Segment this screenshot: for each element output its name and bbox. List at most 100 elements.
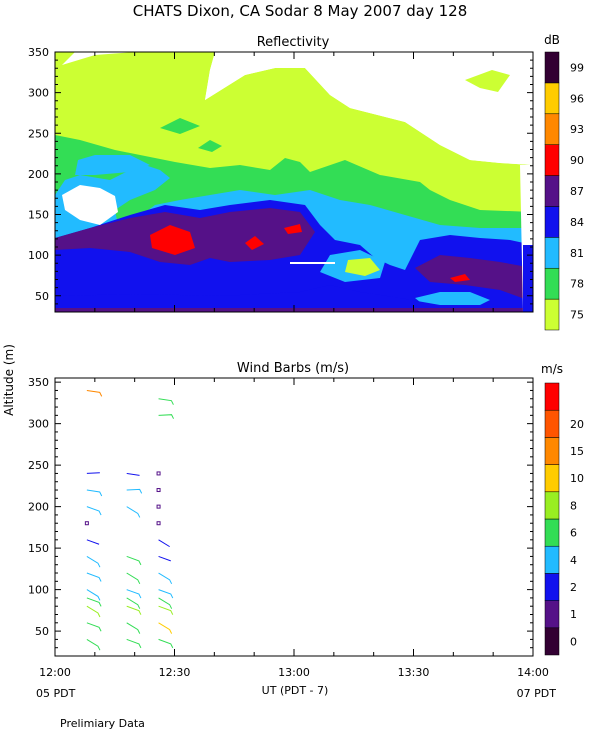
colorbar-label: 87 [570, 185, 584, 198]
wind-barb [126, 572, 141, 585]
y-tick-label: 200 [28, 168, 49, 181]
reflectivity-contours [55, 52, 533, 312]
y-tick-label: 50 [35, 625, 49, 638]
colorbar-swatch [544, 382, 560, 411]
wind-barb [86, 389, 103, 397]
colorbar-label: 99 [570, 61, 584, 74]
x-start-label: 05 PDT [36, 687, 76, 700]
colorbar-swatch [544, 175, 560, 207]
colorbar-unit: m/s [541, 362, 563, 376]
wind-barb-marks [84, 389, 174, 651]
wind-barb [158, 622, 173, 634]
reflectivity-x-ticks [54, 52, 534, 312]
empty-region-left [62, 185, 118, 225]
y-tick-label: 250 [28, 459, 49, 472]
colorbar-swatch [544, 144, 560, 176]
wind-barb [126, 597, 141, 609]
colorbar-label: 81 [570, 247, 584, 260]
colorbar-label: 93 [570, 123, 584, 136]
colorbar-label: 6 [570, 527, 577, 540]
colorbar-label: 2 [570, 581, 577, 594]
wind-barb [158, 398, 174, 405]
colorbar-swatch [544, 573, 560, 601]
reflectivity-title: Reflectivity [257, 35, 330, 50]
colorbar-swatch [544, 600, 560, 629]
colorbar-swatch [544, 518, 560, 547]
colorbar-label: 8 [570, 499, 577, 512]
wind-barb [156, 504, 161, 509]
wind-barb [156, 521, 161, 526]
colorbar-swatch [544, 51, 560, 84]
x-tick-label: 14:00 [517, 666, 549, 679]
colorbar-swatch [544, 267, 560, 300]
contour-75-topright-patch [465, 70, 510, 92]
colorbar-label: 78 [570, 278, 584, 291]
wind-barb [126, 472, 140, 476]
wind-barb [156, 471, 161, 476]
wind-colorbar: m/s 0 1 2 4 6 8 10 15 20 [541, 362, 584, 656]
colorbar-swatch [544, 491, 560, 520]
wind-barb [126, 589, 142, 599]
wind-barb [86, 472, 100, 474]
colorbar-swatch [544, 464, 560, 493]
wind-barb [158, 597, 173, 609]
colorbar-swatch [544, 545, 560, 574]
colorbar-label: 84 [570, 216, 584, 229]
empty-region-top [205, 52, 533, 165]
wind-barb [158, 605, 174, 615]
colorbar-label: 0 [570, 635, 577, 648]
wind-barb [158, 539, 170, 548]
wind-barb [84, 521, 89, 526]
colorbar-label: 90 [570, 154, 584, 167]
wind-barb [158, 555, 171, 562]
wind-barb [126, 555, 142, 566]
y-tick-label: 50 [35, 290, 49, 303]
contour-78-patch [345, 258, 380, 276]
wind-barb [158, 414, 174, 419]
y-tick-label: 200 [28, 501, 49, 514]
contour-81-upper [75, 155, 150, 175]
empty-strip [290, 262, 335, 264]
wind-barb [126, 605, 142, 615]
x-tick-label: 13:00 [278, 666, 310, 679]
colorbar-label: 10 [570, 472, 584, 485]
x-tick-label: 13:30 [398, 666, 430, 679]
wind-x-ticks: 12:00 12:30 13:00 13:30 14:00 [39, 378, 549, 679]
contour-78-islands [160, 118, 222, 152]
colorbar-swatch [544, 298, 560, 331]
x-tick-label: 12:30 [159, 666, 191, 679]
colorbar-label: 4 [570, 554, 577, 567]
wind-barbs-title: Wind Barbs (m/s) [237, 361, 349, 376]
x-end-label: 07 PDT [517, 687, 557, 700]
wind-barb [126, 638, 142, 649]
wind-barb [86, 572, 102, 582]
colorbar-swatch [544, 206, 560, 238]
wind-barb [126, 488, 143, 494]
colorbar-label: 20 [570, 418, 584, 431]
colorbar-label: 1 [570, 608, 577, 621]
y-tick-label: 350 [28, 376, 49, 389]
wind-barb [86, 589, 101, 601]
y-tick-label: 300 [28, 87, 49, 100]
wind-barbs-axes [54, 377, 534, 657]
y-tick-label: 350 [28, 46, 49, 59]
wind-barb [86, 605, 101, 618]
reflectivity-colorbar: dB 75 78 81 84 87 90 93 96 99 [544, 33, 584, 331]
wind-barb [156, 488, 161, 493]
wind-barb [158, 572, 173, 585]
wind-barb [86, 539, 100, 545]
contour-90 [150, 224, 470, 282]
y-tick-label: 300 [28, 418, 49, 431]
colorbar-unit: dB [544, 33, 560, 47]
altitude-axis-label: Altitude (m) [2, 344, 16, 416]
y-tick-label: 150 [28, 542, 49, 555]
colorbar-swatch [544, 627, 560, 656]
colorbar-swatch [544, 437, 560, 465]
figure-title: CHATS Dixon, CA Sodar 8 May 2007 day 128 [133, 2, 468, 20]
colorbar-swatch [544, 237, 560, 269]
y-tick-label: 100 [28, 584, 49, 597]
colorbar-label: 75 [570, 309, 584, 322]
wind-y-axis: 50 100 150 200 250 300 350 [28, 376, 533, 657]
x-tick-label: 12:00 [39, 666, 71, 679]
